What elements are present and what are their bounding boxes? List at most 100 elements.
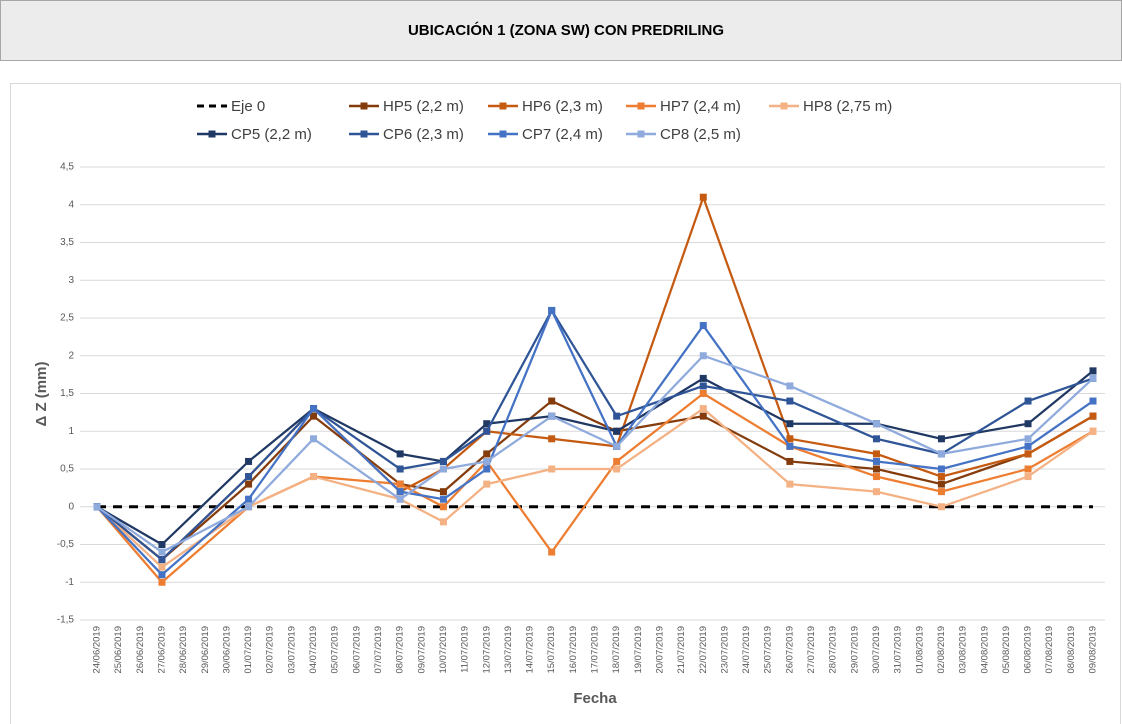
- header: [0, 0, 1122, 61]
- x-tick-label: 26/06/2019: [135, 626, 146, 674]
- data-point: [699, 382, 707, 390]
- x-tick-label: 15/07/2019: [546, 626, 557, 674]
- x-tick-label: 25/06/2019: [113, 626, 124, 674]
- data-point: [1089, 397, 1097, 405]
- data-point: [483, 480, 491, 488]
- data-point: [613, 465, 621, 473]
- x-tick-label: 27/06/2019: [156, 626, 167, 674]
- data-point: [396, 480, 404, 488]
- data-point: [483, 420, 491, 428]
- data-point: [613, 457, 621, 465]
- data-point: [786, 397, 794, 405]
- legend-marker: [360, 102, 368, 110]
- data-point: [439, 488, 447, 496]
- x-tick-label: 09/08/2019: [1088, 626, 1099, 674]
- y-axis-label: Δ Z (mm): [33, 362, 50, 427]
- data-point: [872, 465, 880, 473]
- data-point: [396, 495, 404, 503]
- legend-label: CP5 (2,2 m): [231, 126, 312, 143]
- data-point: [158, 578, 166, 586]
- chart-title: UBICACIÓN 1 (ZONA SW) CON PREDRILING: [408, 21, 724, 39]
- data-point: [310, 473, 318, 481]
- data-point: [699, 193, 707, 201]
- x-tick-label: 13/07/2019: [503, 626, 514, 674]
- x-tick-label: 02/08/2019: [936, 626, 947, 674]
- legend-marker: [637, 130, 645, 138]
- x-tick-label: 11/07/2019: [460, 626, 471, 673]
- data-point: [439, 503, 447, 511]
- data-point: [1089, 412, 1097, 420]
- data-point: [439, 465, 447, 473]
- data-point: [483, 427, 491, 435]
- data-point: [937, 450, 945, 458]
- data-point: [396, 488, 404, 496]
- data-point: [872, 488, 880, 496]
- y-tick-label: -1: [65, 577, 74, 588]
- data-point: [872, 420, 880, 428]
- data-point: [937, 488, 945, 496]
- x-tick-label: 24/06/2019: [92, 626, 103, 674]
- data-point: [613, 442, 621, 450]
- legend-label: HP5 (2,2 m): [383, 98, 464, 115]
- y-tick-label: 1,5: [60, 388, 74, 399]
- data-point: [786, 457, 794, 465]
- x-tick-label: 16/07/2019: [568, 626, 579, 674]
- data-point: [548, 412, 556, 420]
- data-point: [937, 473, 945, 481]
- x-tick-label: 05/08/2019: [1001, 626, 1012, 674]
- x-tick-label: 29/07/2019: [849, 626, 860, 674]
- data-point: [1024, 465, 1032, 473]
- x-tick-label: 07/07/2019: [373, 626, 384, 674]
- data-point: [872, 450, 880, 458]
- data-point: [872, 457, 880, 465]
- x-tick-label: 05/07/2019: [330, 626, 341, 674]
- data-point: [310, 435, 318, 443]
- x-tick-label: 25/07/2019: [763, 626, 774, 674]
- x-tick-label: 04/07/2019: [308, 626, 319, 674]
- data-point: [699, 405, 707, 413]
- x-tick-label: 06/08/2019: [1023, 626, 1034, 674]
- legend-marker: [499, 102, 507, 110]
- data-point: [1024, 450, 1032, 458]
- x-axis-label: Fecha: [573, 690, 617, 707]
- data-point: [786, 420, 794, 428]
- data-point: [158, 556, 166, 564]
- data-point: [937, 503, 945, 511]
- x-tick-label: 10/07/2019: [438, 626, 449, 674]
- x-tick-label: 28/06/2019: [178, 626, 189, 674]
- x-tick-label: 30/06/2019: [221, 626, 232, 674]
- legend-label: CP7 (2,4 m): [522, 126, 603, 143]
- x-tick-label: 09/07/2019: [416, 626, 427, 674]
- data-point: [786, 435, 794, 443]
- x-tick-label: 24/07/2019: [741, 626, 752, 674]
- data-point: [310, 412, 318, 420]
- data-point: [699, 374, 707, 382]
- chart-area: [10, 83, 1121, 724]
- legend-label: HP8 (2,75 m): [803, 98, 892, 115]
- data-point: [1089, 367, 1097, 375]
- data-point: [1024, 473, 1032, 481]
- x-tick-label: 04/08/2019: [979, 626, 990, 674]
- y-tick-label: 0,5: [60, 464, 74, 475]
- data-point: [93, 503, 101, 511]
- x-tick-label: 06/07/2019: [351, 626, 362, 674]
- x-tick-label: 03/07/2019: [286, 626, 297, 674]
- data-point: [548, 306, 556, 314]
- legend-label: CP6 (2,3 m): [383, 126, 464, 143]
- data-point: [310, 405, 318, 413]
- data-point: [439, 518, 447, 526]
- data-point: [245, 503, 253, 511]
- x-tick-label: 22/07/2019: [698, 626, 709, 674]
- x-tick-label: 17/07/2019: [590, 626, 601, 674]
- x-tick-label: 08/07/2019: [395, 626, 406, 674]
- legend-label: HP6 (2,3 m): [522, 98, 603, 115]
- y-tick-label: -1,5: [57, 615, 75, 626]
- data-point: [548, 435, 556, 443]
- x-tick-label: 26/07/2019: [784, 626, 795, 674]
- data-point: [245, 495, 253, 503]
- data-point: [439, 457, 447, 465]
- legend-marker: [360, 130, 368, 138]
- y-tick-label: 3,5: [60, 237, 74, 248]
